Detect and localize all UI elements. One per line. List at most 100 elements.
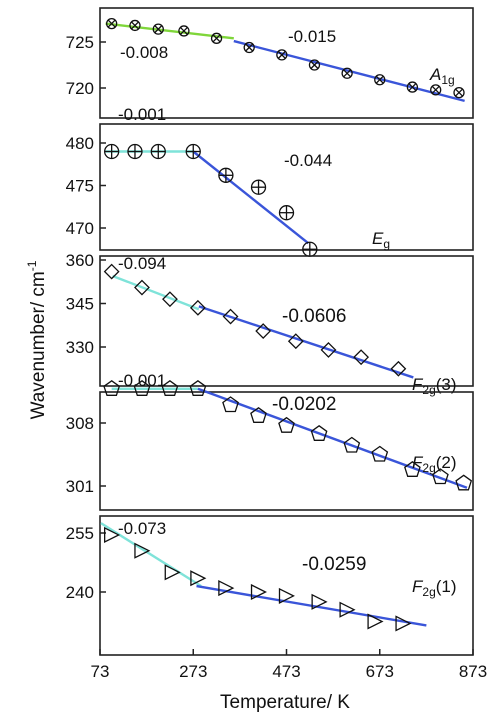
data-point — [189, 299, 206, 316]
data-point — [106, 17, 118, 30]
data-point — [278, 587, 295, 604]
data-point — [189, 379, 207, 396]
mode-suffix: (3) — [436, 375, 457, 394]
data-point — [276, 49, 288, 61]
data-point — [406, 81, 419, 93]
x-tick-label: 73 — [91, 662, 110, 681]
y-axis-label-text: Wavenumber/ cm — [28, 271, 49, 419]
y-tick-label: 480 — [66, 134, 94, 153]
mode-label: Eg — [372, 229, 390, 251]
data-point — [430, 84, 442, 96]
fit-line-low-t — [112, 274, 200, 311]
data-point — [127, 143, 143, 160]
data-point — [133, 379, 151, 396]
data-point — [185, 143, 201, 160]
mode-label: F2g(2) — [412, 453, 457, 475]
data-point — [367, 613, 384, 630]
mode-letter: F — [412, 453, 424, 472]
svg-text:Wavenumber/ cm-1: Wavenumber/ cm-1 — [25, 260, 49, 419]
y-tick-label: 360 — [66, 251, 94, 270]
data-point — [129, 19, 141, 32]
data-point — [320, 341, 337, 358]
data-point — [455, 474, 473, 491]
y-tick-label: 240 — [66, 583, 94, 602]
data-point — [250, 583, 267, 601]
y-axis-label: Wavenumber/ cm-1 — [25, 260, 49, 419]
data-point — [190, 570, 207, 587]
y-tick-label: 255 — [66, 524, 94, 543]
data-point — [218, 580, 235, 597]
data-point — [390, 360, 407, 377]
data-point — [310, 424, 328, 441]
panel-frame — [99, 255, 474, 387]
y-tick-label: 308 — [66, 414, 94, 433]
data-point — [308, 59, 321, 71]
data-point — [134, 279, 150, 296]
x-tick-label: 673 — [366, 662, 394, 681]
panel-frame — [99, 123, 474, 251]
slope-label: -0.001 — [118, 371, 166, 390]
y-tick-label: 725 — [66, 33, 94, 52]
panel-frame — [99, 391, 474, 511]
data-point — [278, 416, 295, 433]
data-point — [250, 406, 267, 423]
data-point — [161, 379, 179, 396]
mode-letter: E — [372, 229, 384, 248]
slope-label: -0.0202 — [272, 394, 336, 415]
data-point — [255, 323, 272, 339]
data-point — [453, 86, 465, 99]
y-axis-label-sup: -1 — [25, 260, 39, 271]
fit-line-low-t — [100, 522, 202, 588]
mode-subscript: 2g — [422, 383, 435, 397]
data-point — [222, 308, 239, 325]
data-point — [278, 205, 295, 221]
x-tick-label: 873 — [459, 662, 487, 681]
data-point — [343, 436, 361, 453]
x-axis: 73 273 473 673 873 — [91, 649, 487, 681]
data-point — [404, 460, 421, 477]
data-point — [210, 32, 223, 44]
data-point — [287, 333, 304, 350]
data-point — [104, 526, 121, 544]
data-point — [150, 143, 166, 160]
data-point — [103, 263, 120, 280]
x-tick-label: 273 — [179, 662, 207, 681]
panel-5: 255 240 -0.073 -0.0259 F2g(1) — [66, 515, 474, 656]
data-point — [243, 41, 255, 54]
mode-letter: F — [412, 375, 424, 394]
panel-1: 725 720 -0.008 -0.015 A1g — [66, 7, 474, 119]
slope-label: -0.073 — [118, 519, 166, 538]
data-point — [341, 67, 353, 79]
slope-label: -0.008 — [120, 43, 168, 62]
slope-label: -0.094 — [118, 254, 166, 273]
data-point — [103, 379, 121, 396]
data-point — [222, 396, 239, 413]
mode-subscript: 2g — [422, 585, 435, 599]
data-point — [250, 179, 267, 195]
data-point — [164, 564, 181, 581]
y-tick-label: 470 — [66, 219, 94, 238]
data-point — [395, 615, 412, 632]
slope-label: -0.0259 — [302, 554, 366, 575]
y-tick-label: 301 — [66, 477, 94, 496]
data-point — [374, 74, 386, 86]
mode-subscript: 2g — [422, 461, 435, 475]
slope-label: -0.001 — [118, 105, 166, 124]
data-point — [339, 601, 356, 618]
mode-suffix: (1) — [436, 577, 457, 596]
y-tick-label: 475 — [66, 177, 94, 196]
mode-label: F2g(1) — [412, 577, 457, 599]
fit-line-high-t — [192, 150, 310, 245]
mode-subscript: 1g — [441, 73, 454, 87]
data-point — [432, 468, 449, 485]
panels: 725 720 -0.008 -0.015 A1g 480 475 470 -0.001 -0.0… — [66, 7, 474, 656]
mode-letter: F — [412, 577, 424, 596]
slope-label: -0.0606 — [282, 306, 346, 327]
x-axis-label: Temperature/ K — [220, 692, 350, 713]
y-tick-label: 720 — [66, 79, 94, 98]
y-tick-label: 345 — [66, 295, 94, 314]
mode-suffix: (2) — [436, 453, 457, 472]
data-point — [152, 23, 164, 35]
